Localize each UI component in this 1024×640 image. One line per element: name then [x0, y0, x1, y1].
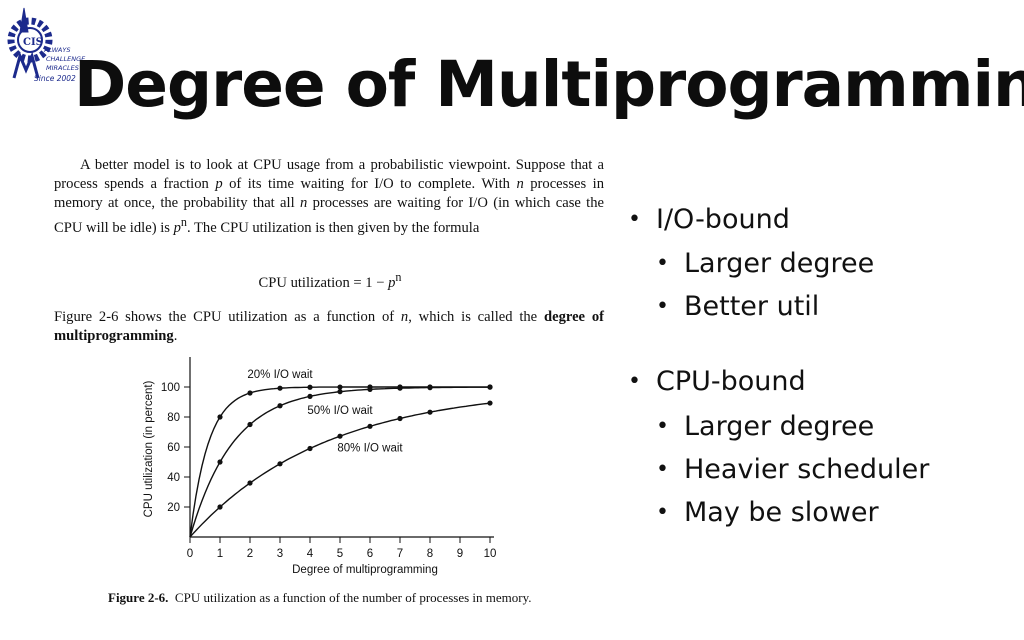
y-tick-label: 40 [167, 472, 180, 484]
sub-bullet-text: Larger degree [684, 411, 875, 442]
bullet-text: I/O-bound [656, 204, 790, 235]
data-point [217, 414, 223, 420]
sub-bullet-item: • Larger degree [656, 411, 874, 442]
bullet-glyph: • [656, 500, 669, 525]
data-point [367, 423, 373, 429]
logo-monogram: CIS [23, 37, 43, 48]
x-tick-label: 3 [277, 548, 283, 560]
logo-line-2: CHALLENGE [46, 55, 86, 63]
x-tick-label: 6 [367, 548, 373, 560]
bullet-glyph: • [628, 369, 641, 394]
data-point [397, 415, 403, 422]
x-tick-label: 2 [247, 548, 253, 560]
y-tick-label: 60 [167, 442, 180, 454]
x-tick-label: 10 [484, 548, 497, 560]
x-tick-label: 8 [427, 548, 433, 560]
y-tick-label: 100 [161, 382, 180, 394]
logo-line-3: MIRACLES [46, 64, 79, 72]
data-point [217, 459, 223, 465]
data-point [367, 386, 373, 392]
x-tick-label: 7 [397, 548, 403, 560]
series-label: 80% I/O wait [337, 443, 403, 455]
data-point [247, 390, 253, 396]
logo-line-4: Since 2002 [34, 74, 76, 83]
sub-bullet-item: • May be slower [656, 497, 879, 528]
data-point [277, 461, 283, 467]
sub-bullet-text: Heavier scheduler [684, 454, 930, 485]
data-point [247, 421, 253, 428]
data-point [337, 433, 343, 439]
bullet-glyph: • [656, 294, 669, 319]
x-tick-label: 9 [457, 548, 463, 560]
data-point [307, 445, 313, 452]
sub-bullet-item: • Heavier scheduler [656, 454, 929, 485]
bullet-glyph: • [628, 207, 641, 232]
excerpt-paragraph-1: A better model is to look at CPU usage f… [54, 157, 605, 236]
slide-title: Degree of Multiprogramming [74, 48, 1024, 121]
bullet-glyph: • [656, 251, 669, 276]
y-tick-label: 20 [167, 502, 180, 514]
data-point [427, 385, 433, 391]
excerpt-paragraph-2: Figure 2-6 shows the CPU utilization as … [54, 309, 604, 344]
cpu-utilization-chart: CPU utilization (in percent) Degree of m… [143, 357, 497, 576]
x-tick-label: 1 [217, 548, 223, 560]
sub-bullet-text: Larger degree [684, 248, 875, 279]
sub-bullet-item: • Larger degree [656, 248, 874, 279]
data-point [397, 385, 403, 391]
institution-logo: CIS ALWAYS CHALLENGE MIRACLES Since 2002 [7, 7, 86, 83]
bullet-glyph: • [656, 457, 669, 482]
data-point [487, 400, 493, 406]
series-label: 20% I/O wait [247, 369, 313, 381]
data-point [337, 389, 343, 395]
data-point [277, 403, 283, 409]
data-point [337, 384, 343, 390]
data-point [307, 393, 313, 399]
sub-bullet-text: May be slower [684, 497, 879, 528]
x-tick-label: 5 [337, 548, 343, 560]
sub-bullet-item: • Better util [656, 291, 819, 322]
figure-caption: Figure 2-6. CPU utilization as a functio… [108, 590, 532, 606]
y-tick-label: 80 [167, 412, 180, 424]
series-line [189, 402, 491, 538]
data-point [427, 409, 433, 415]
figure-label: Figure 2-6. [108, 590, 169, 605]
series-label: 50% I/O wait [307, 405, 373, 417]
data-point [247, 480, 253, 486]
x-tick-label: 4 [307, 548, 314, 560]
data-point [307, 384, 313, 390]
data-point [277, 385, 283, 391]
logo-line-1: ALWAYS [43, 46, 70, 54]
utilization-formula: CPU utilization = 1 − pn [258, 270, 402, 291]
data-point [487, 384, 493, 390]
bullet-item-cpu-bound: • CPU-bound [628, 366, 806, 397]
sub-bullet-text: Better util [684, 291, 820, 322]
figure-caption-text: CPU utilization as a function of the num… [174, 590, 532, 605]
bullet-text: CPU-bound [656, 366, 806, 397]
bullet-item-io-bound: • I/O-bound [628, 204, 790, 235]
x-axis-label: Degree of multiprogramming [292, 564, 438, 576]
x-tick-label: 0 [187, 548, 193, 560]
bullet-glyph: • [656, 414, 669, 439]
y-axis-label: CPU utilization (in percent) [143, 380, 155, 517]
data-point [217, 504, 223, 510]
